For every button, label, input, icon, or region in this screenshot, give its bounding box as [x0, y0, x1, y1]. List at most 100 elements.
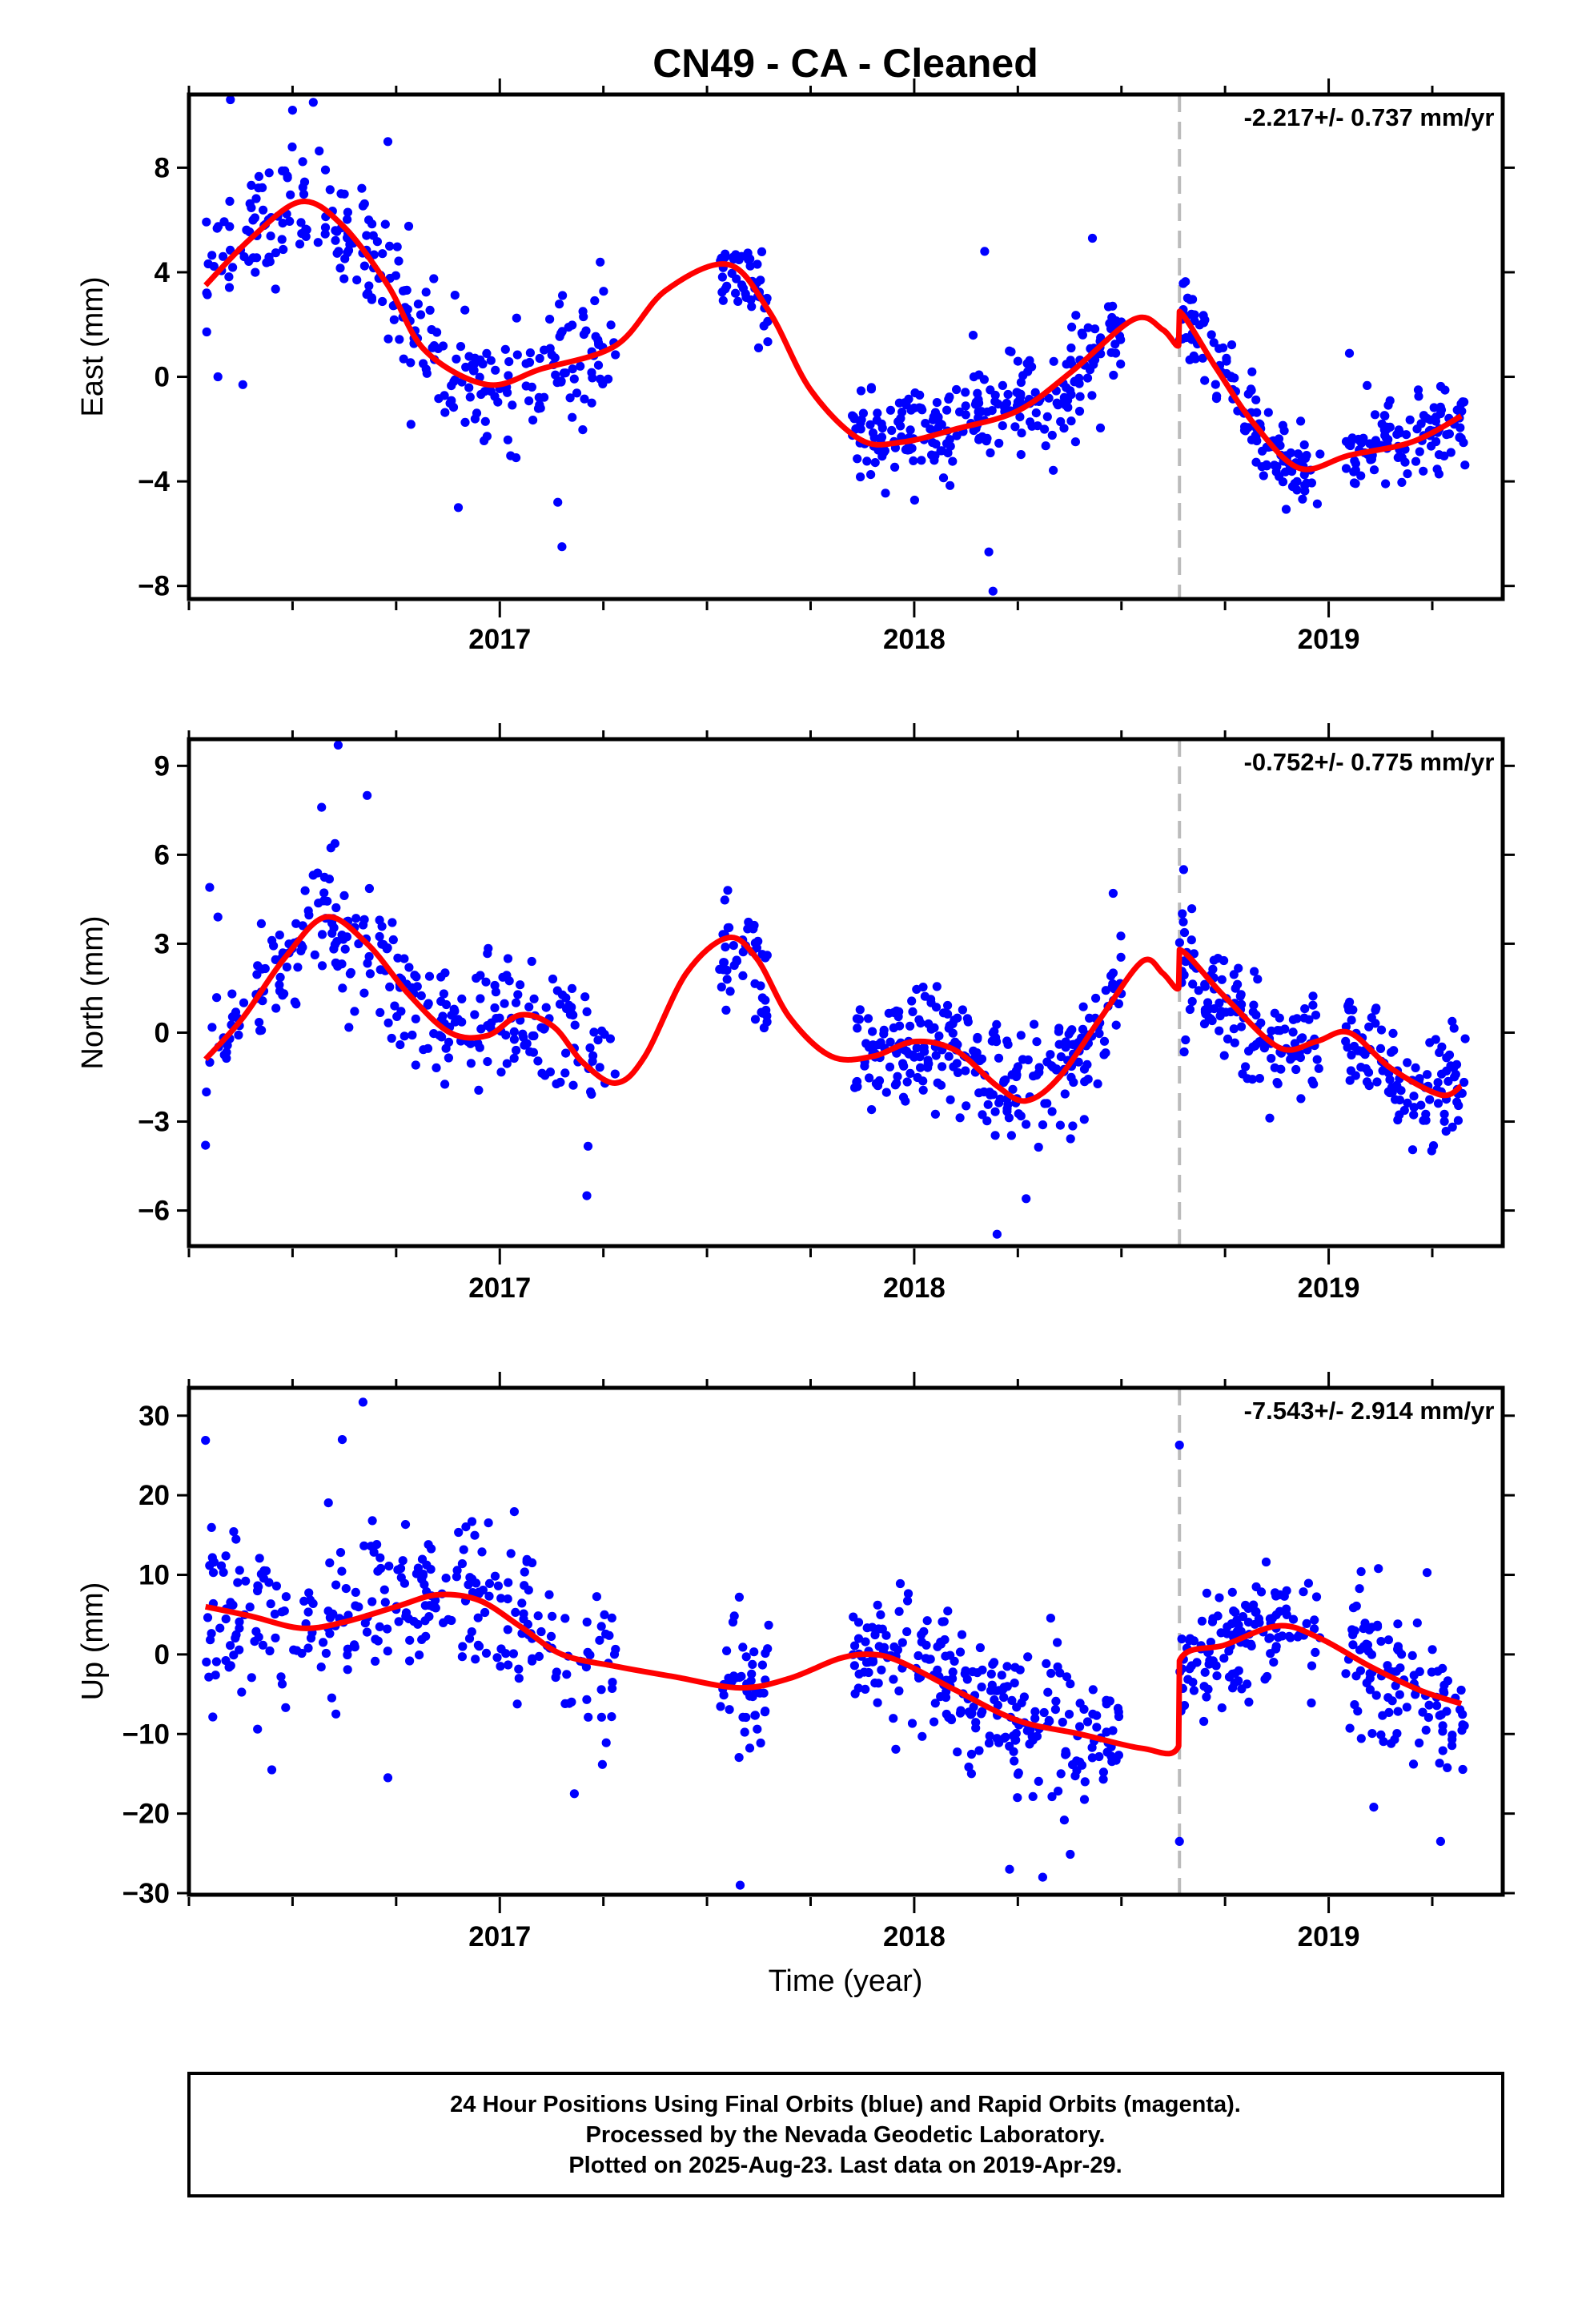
data-point — [509, 1027, 519, 1036]
data-point — [1291, 1064, 1301, 1075]
data-point — [589, 1027, 599, 1037]
data-point — [528, 1031, 537, 1041]
data-point — [581, 1663, 592, 1672]
data-point — [1375, 1043, 1386, 1053]
data-point — [503, 954, 513, 963]
data-point — [395, 335, 404, 344]
data-point — [224, 1663, 234, 1672]
data-point — [373, 1566, 383, 1576]
data-point — [1409, 1092, 1419, 1101]
data-point — [757, 247, 767, 256]
data-point — [1213, 1611, 1223, 1621]
data-point — [1108, 1726, 1118, 1735]
data-point — [926, 424, 935, 434]
data-point — [1071, 311, 1081, 320]
y-tick-label: 0 — [155, 362, 170, 393]
data-point — [343, 207, 352, 217]
data-point — [422, 1560, 432, 1570]
data-point — [400, 1578, 409, 1588]
data-point — [583, 1141, 593, 1151]
data-point — [1278, 420, 1287, 430]
y-tick-label: 4 — [155, 257, 171, 288]
data-point — [1110, 340, 1120, 349]
data-point — [1062, 1749, 1071, 1759]
data-point — [331, 1580, 341, 1590]
data-point — [1271, 1642, 1281, 1651]
data-point — [720, 895, 729, 905]
data-point — [725, 1705, 734, 1715]
data-point — [1280, 1024, 1290, 1034]
data-point — [1030, 1019, 1039, 1029]
data-point — [757, 1660, 768, 1670]
data-point — [909, 495, 919, 505]
data-point — [1178, 917, 1188, 927]
data-point — [271, 955, 280, 964]
data-point — [1223, 1034, 1233, 1043]
data-point — [718, 296, 728, 305]
data-point — [500, 999, 509, 1008]
footer-frame — [187, 2072, 1504, 2197]
data-point — [974, 1054, 983, 1064]
data-point — [254, 183, 263, 193]
data-point — [876, 1610, 885, 1619]
data-point — [282, 963, 291, 972]
data-point — [1091, 993, 1101, 1003]
y-tick-label: 0 — [155, 1639, 170, 1671]
data-point — [1083, 1075, 1093, 1084]
data-point — [595, 1063, 604, 1072]
y-tick-label: 8 — [155, 152, 170, 183]
data-point — [1116, 360, 1126, 369]
data-point — [1391, 1095, 1400, 1104]
data-point — [1046, 1614, 1055, 1623]
data-point — [540, 1071, 550, 1080]
data-point — [1215, 1026, 1224, 1035]
data-point — [1022, 1120, 1031, 1129]
data-point — [248, 253, 258, 263]
data-point — [1212, 392, 1222, 401]
data-point — [1275, 440, 1285, 451]
data-point — [733, 296, 743, 306]
data-point — [992, 1229, 1002, 1239]
data-point — [1438, 1727, 1447, 1736]
data-point — [1447, 1735, 1457, 1744]
data-point — [503, 1594, 512, 1604]
data-point — [405, 1656, 415, 1666]
data-point — [1376, 1637, 1386, 1647]
data-point — [719, 965, 729, 975]
data-point — [938, 1008, 949, 1018]
data-point — [527, 956, 536, 967]
data-point — [1011, 1728, 1021, 1739]
data-point — [990, 396, 1000, 406]
data-point — [512, 350, 522, 360]
data-point — [367, 1516, 377, 1526]
data-point — [753, 259, 762, 269]
y-tick-label: 9 — [155, 750, 170, 782]
data-point — [977, 1683, 986, 1692]
data-point — [1190, 316, 1199, 326]
data-point — [1028, 1735, 1038, 1745]
data-point — [1013, 1793, 1022, 1803]
data-point — [383, 943, 392, 953]
data-point — [890, 1080, 900, 1090]
data-point — [1265, 1113, 1275, 1123]
data-point — [1456, 423, 1465, 432]
data-point — [251, 194, 261, 203]
data-point — [278, 219, 287, 228]
data-point — [1010, 422, 1020, 432]
data-point — [441, 1574, 451, 1583]
data-point — [1457, 406, 1467, 416]
data-point — [339, 891, 349, 900]
data-point — [253, 1724, 263, 1734]
data-point — [931, 1051, 941, 1060]
data-point — [1346, 1066, 1355, 1076]
data-point — [1030, 388, 1040, 397]
data-point — [1189, 1636, 1199, 1646]
data-point — [1187, 904, 1197, 914]
data-point — [1391, 1080, 1402, 1090]
data-point — [1030, 1714, 1040, 1723]
data-point — [1438, 1663, 1447, 1673]
data-point — [406, 420, 416, 429]
fit-line — [204, 1591, 1463, 1757]
data-point — [1382, 433, 1391, 443]
